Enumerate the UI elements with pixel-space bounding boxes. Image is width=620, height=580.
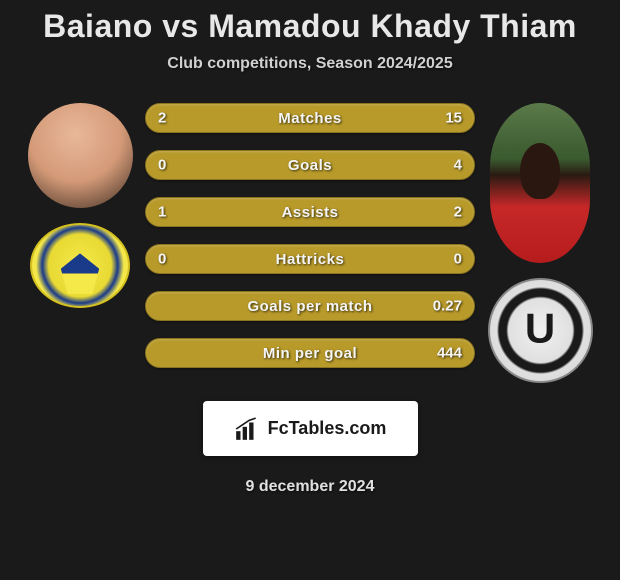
fctables-logo-icon bbox=[234, 416, 260, 442]
club-badge-right: U bbox=[488, 278, 593, 383]
stat-left-value: 0 bbox=[146, 157, 178, 174]
right-column: U bbox=[480, 103, 600, 383]
stat-right-value: 444 bbox=[425, 345, 474, 362]
footer-brand-badge[interactable]: FcTables.com bbox=[203, 401, 418, 456]
stat-label: Hattricks bbox=[146, 251, 474, 268]
stat-right-value: 0.27 bbox=[421, 298, 474, 315]
comparison-date: 9 december 2024 bbox=[0, 478, 620, 496]
stat-right-value: 15 bbox=[433, 110, 474, 127]
stat-left-value: 2 bbox=[146, 110, 178, 127]
footer-brand-text: FcTables.com bbox=[268, 418, 387, 439]
stat-bar-gpm: Goals per match 0.27 bbox=[145, 291, 475, 321]
stat-right-value: 2 bbox=[442, 204, 474, 221]
stat-bar-goals: 0 Goals 4 bbox=[145, 150, 475, 180]
player-photo-left bbox=[28, 103, 133, 208]
stat-bar-matches: 2 Matches 15 bbox=[145, 103, 475, 133]
stat-label: Goals bbox=[146, 157, 474, 174]
stat-right-value: 0 bbox=[442, 251, 474, 268]
stat-bar-hattricks: 0 Hattricks 0 bbox=[145, 244, 475, 274]
stat-right-value: 4 bbox=[442, 157, 474, 174]
subtitle: Club competitions, Season 2024/2025 bbox=[0, 55, 620, 73]
page-title: Baiano vs Mamadou Khady Thiam bbox=[0, 8, 620, 45]
stat-bar-assists: 1 Assists 2 bbox=[145, 197, 475, 227]
player-photo-right bbox=[490, 103, 590, 263]
stat-label: Matches bbox=[146, 110, 474, 127]
club-badge-left bbox=[30, 223, 130, 308]
left-column bbox=[20, 103, 140, 308]
club-right-letter: U bbox=[525, 304, 555, 352]
stat-bar-mpg: Min per goal 444 bbox=[145, 338, 475, 368]
stat-left-value: 1 bbox=[146, 204, 178, 221]
stat-left-value: 0 bbox=[146, 251, 178, 268]
comparison-main: 2 Matches 15 0 Goals 4 1 Assists 2 0 Hat… bbox=[0, 103, 620, 383]
stat-label: Assists bbox=[146, 204, 474, 221]
stats-list: 2 Matches 15 0 Goals 4 1 Assists 2 0 Hat… bbox=[140, 103, 480, 368]
